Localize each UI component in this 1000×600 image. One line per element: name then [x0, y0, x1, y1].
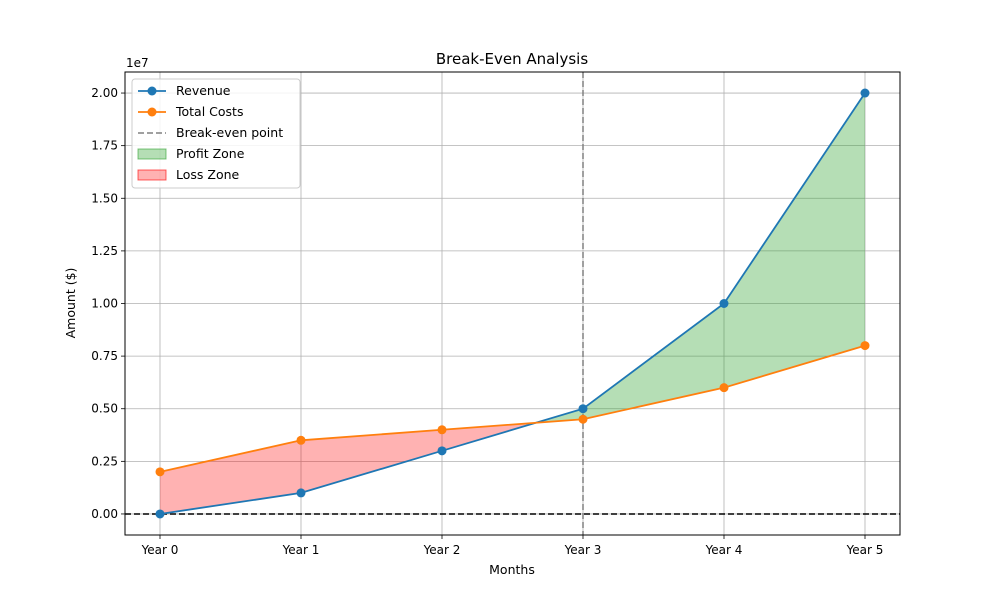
profit-zone-fill	[724, 93, 865, 388]
x-tick-label: Year 0	[141, 543, 179, 557]
y-tick-label: 0.50	[91, 402, 118, 416]
y-tick-label: 1.50	[91, 191, 118, 205]
x-tick-label: Year 3	[564, 543, 602, 557]
y-axis-offset-label: 1e7	[126, 56, 149, 70]
legend-label: Profit Zone	[176, 146, 245, 161]
data-point-total-costs	[578, 414, 588, 424]
data-point-total-costs	[155, 467, 165, 477]
data-point-revenue	[296, 488, 306, 498]
data-point-revenue	[719, 299, 729, 308]
legend-swatch-marker	[147, 86, 157, 96]
x-axis-title: Months	[489, 562, 535, 577]
y-tick-label: 1.25	[91, 244, 118, 258]
legend-label: Break-even point	[176, 125, 283, 140]
x-tick-label: Year 4	[705, 543, 743, 557]
data-point-revenue	[578, 404, 588, 414]
series-line-revenue	[159, 92, 866, 515]
data-point-total-costs	[296, 435, 306, 445]
data-point-revenue	[437, 446, 447, 456]
plot-area: Year 0 Year 1 Year 2 Year 3 Year 4 Year 5 0.00…	[91, 71, 901, 557]
loss-zone-fill	[160, 440, 301, 514]
x-tick-label: Year 2	[423, 543, 461, 557]
x-tick-label: Year 1	[282, 543, 320, 557]
y-tick-label: 0.75	[91, 349, 118, 363]
legend-swatch-patch	[137, 169, 167, 181]
loss-zone-fill	[301, 429, 442, 493]
y-tick-label: 2.00	[91, 86, 118, 100]
legend-label: Revenue	[176, 83, 231, 98]
profit-zone-fill	[583, 303, 724, 420]
legend: Revenue Total Costs Break-even point Profit…	[131, 78, 301, 189]
legend-label: Total Costs	[175, 104, 243, 119]
series-line-total-costs	[159, 344, 866, 473]
legend-swatch-patch	[137, 148, 167, 160]
x-tick-label: Year 5	[846, 543, 884, 557]
y-tick-label: 0.25	[91, 454, 118, 468]
legend-box	[131, 78, 301, 189]
data-point-total-costs	[719, 383, 729, 393]
data-point-revenue	[860, 88, 870, 98]
data-point-revenue	[155, 509, 165, 519]
y-tick-label: 0.00	[91, 507, 118, 521]
y-tick-label: 1.75	[91, 139, 118, 153]
y-axis-title: Amount ($)	[63, 268, 78, 339]
data-point-total-costs	[860, 341, 870, 351]
data-point-total-costs	[437, 425, 447, 435]
chart-title: Break-Even Analysis	[436, 50, 588, 68]
legend-swatch-marker	[147, 107, 157, 117]
y-tick-label: 1.00	[91, 297, 118, 311]
legend-label: Loss Zone	[176, 167, 240, 182]
